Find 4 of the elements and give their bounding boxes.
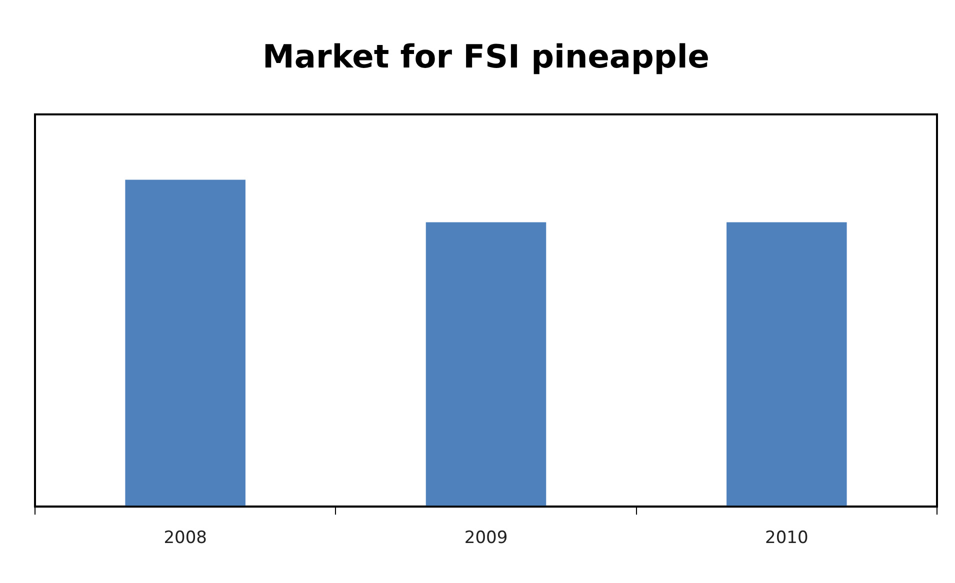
x-tick-label: 2009 — [464, 528, 508, 548]
x-tick-label: 2008 — [164, 528, 207, 548]
x-tick-label: 2010 — [765, 528, 808, 548]
chart-title: Market for FSI pineapple — [262, 38, 710, 76]
